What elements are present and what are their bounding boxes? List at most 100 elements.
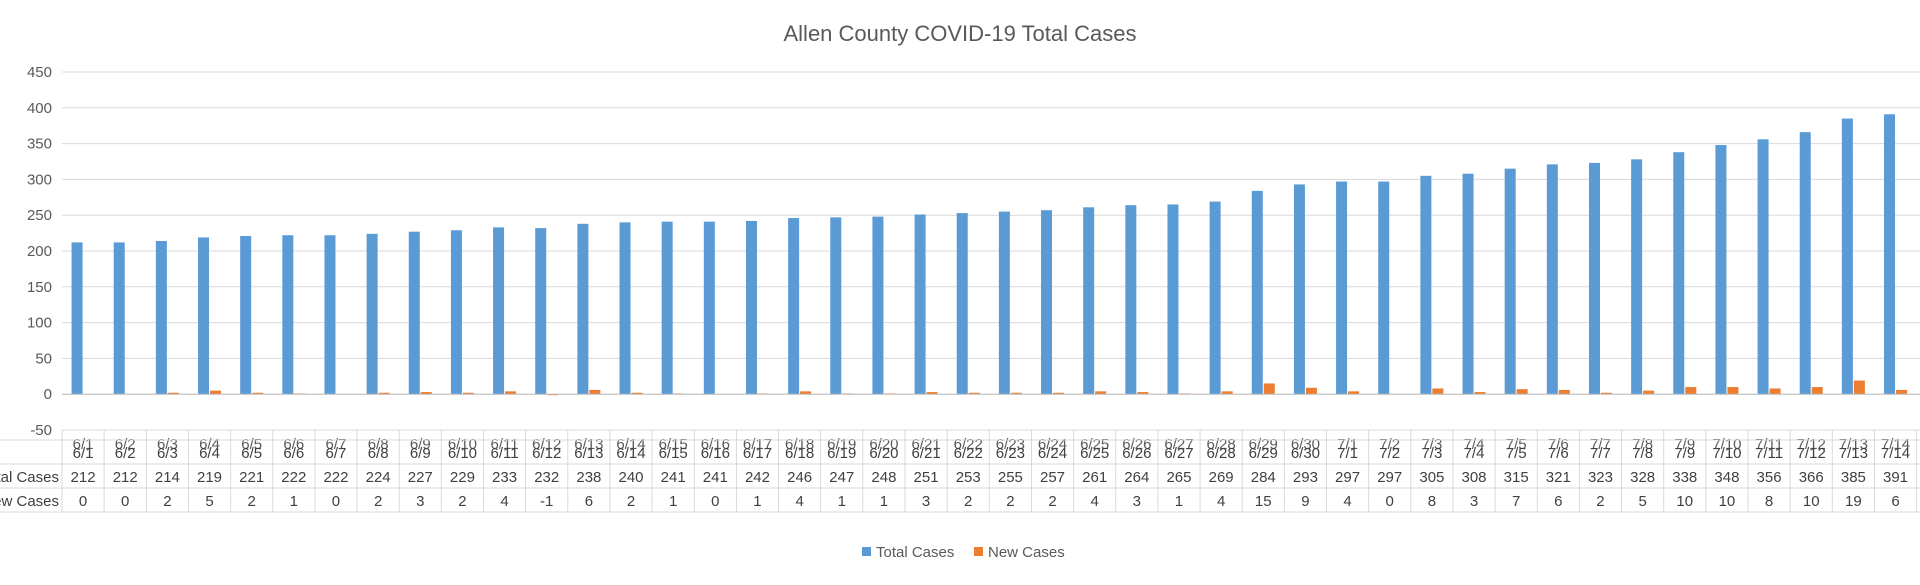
- table-cell: 293: [1293, 469, 1318, 486]
- table-header-cell: 7/10: [1712, 445, 1741, 462]
- table-cell: 305: [1419, 469, 1444, 486]
- bar-total-cases: [1125, 205, 1137, 395]
- table-cell: 1: [1175, 493, 1183, 510]
- table-header-cell: 6/18: [785, 445, 814, 462]
- table-cell: 4: [1343, 493, 1351, 510]
- table-cell: 4: [795, 493, 803, 510]
- table-cell: 253: [956, 469, 981, 486]
- bar-total-cases: [577, 223, 589, 395]
- table-cell: 3: [416, 493, 424, 510]
- table-header-cell: 6/27: [1164, 445, 1193, 462]
- table-cell: 241: [703, 469, 728, 486]
- table-header-cell: 7/12: [1797, 445, 1826, 462]
- bar-total-cases: [366, 233, 378, 395]
- table-cell: 242: [745, 469, 770, 486]
- table-cell: 8: [1428, 493, 1436, 510]
- bar-total-cases: [1757, 139, 1769, 395]
- bar-new-cases: [1010, 392, 1022, 395]
- y-tick-label: 400: [27, 100, 52, 117]
- table-cell: 0: [121, 493, 129, 510]
- bar-total-cases: [240, 235, 252, 395]
- bar-total-cases: [493, 227, 505, 395]
- table-cell: 219: [197, 469, 222, 486]
- table-header-cell: 6/28: [1207, 445, 1236, 462]
- legend-swatch: [974, 547, 983, 556]
- table-header-cell: 7/11: [1755, 445, 1783, 462]
- table-cell: 356: [1757, 469, 1782, 486]
- bar-total-cases: [450, 230, 462, 395]
- y-axis: -50 0 50 100 150 200 250 300 350 400 450: [27, 64, 52, 439]
- bar-total-cases: [198, 237, 210, 395]
- data-table: 6/1 6/2 6/3 6/4 6/5 6/6 6/7 6/8 6/9 6/10 6/11 6/12 6…: [0, 430, 1920, 513]
- table-cell: 261: [1082, 469, 1107, 486]
- table-cell: 10: [1676, 493, 1693, 510]
- table-header-cell: 6/22: [954, 445, 983, 462]
- table-cell: 4: [1217, 493, 1225, 510]
- bar-total-cases: [1673, 152, 1685, 395]
- bar-new-cases: [210, 390, 222, 395]
- table-header-cell: 6/20: [869, 445, 898, 462]
- table-cell: 2: [964, 493, 972, 510]
- table-cell: 224: [366, 469, 391, 486]
- bar-total-cases: [1504, 168, 1516, 395]
- bar-new-cases: [252, 392, 264, 395]
- bar-total-cases: [1631, 159, 1643, 395]
- y-tick-label: 50: [35, 350, 52, 367]
- bar-total-cases: [408, 231, 420, 395]
- table-cell: 1: [880, 493, 888, 510]
- y-tick-label: 0: [44, 386, 52, 403]
- table-header-cell: 6/11: [491, 445, 519, 462]
- bar-new-cases: [968, 392, 980, 395]
- bar-new-cases: [1600, 392, 1612, 395]
- table-header-cell: 6/3: [157, 445, 178, 462]
- table-header-cell: 6/13: [574, 445, 603, 462]
- table-cell: -1: [540, 493, 553, 510]
- table-cell: 0: [79, 493, 87, 510]
- bar-new-cases: [1432, 388, 1444, 395]
- y-tick-label: 150: [27, 279, 52, 296]
- table-cell: 246: [787, 469, 812, 486]
- table-header-cell: 6/5: [241, 445, 262, 462]
- table-header-cell: 6/17: [743, 445, 772, 462]
- bar-total-cases: [535, 228, 547, 395]
- table-header-cell: 6/16: [701, 445, 730, 462]
- bar-new-cases: [1685, 387, 1697, 395]
- bar-new-cases: [420, 392, 432, 395]
- bar-new-cases: [631, 392, 643, 395]
- bar-new-cases: [926, 392, 938, 395]
- table-header-cell: 6/6: [283, 445, 304, 462]
- bar-new-cases: [378, 392, 390, 395]
- table-header-cell: 6/26: [1122, 445, 1151, 462]
- table-cell: 19: [1845, 493, 1862, 510]
- bar-new-cases: [1853, 380, 1865, 395]
- bar-total-cases: [914, 214, 926, 395]
- table-cell: 7: [1512, 493, 1520, 510]
- table-cell: 251: [914, 469, 939, 486]
- bar-total-cases: [113, 242, 125, 395]
- table-cell: 264: [1124, 469, 1149, 486]
- table-cell: 4: [1091, 493, 1099, 510]
- table-header-cell: 6/12: [532, 445, 561, 462]
- table-header-cell: 6/8: [368, 445, 389, 462]
- table-header-cell: 7/6: [1548, 445, 1569, 462]
- table-cell: 2: [248, 493, 256, 510]
- bar-new-cases: [1305, 387, 1317, 395]
- table-header-cell: 7/3: [1421, 445, 1442, 462]
- bar-new-cases: [1263, 383, 1275, 395]
- table-cell: 391: [1883, 469, 1908, 486]
- bar-total-cases: [1336, 181, 1348, 395]
- bar-total-cases: [1588, 162, 1600, 395]
- table-cell: 212: [113, 469, 138, 486]
- table-header-cell: 7/2: [1379, 445, 1400, 462]
- bar-total-cases: [155, 240, 167, 395]
- bar-new-cases: [1727, 387, 1739, 395]
- table-cell: 2: [627, 493, 635, 510]
- table-header-cell: 6/4: [199, 445, 220, 462]
- table-header-cell: 7/4: [1464, 445, 1485, 462]
- table-header-cell: 7/14: [1881, 445, 1910, 462]
- bar-new-cases: [1221, 391, 1233, 395]
- table-header-cell: 6/14: [616, 445, 645, 462]
- bar-total-cases: [1420, 175, 1432, 395]
- table-cell: 5: [205, 493, 213, 510]
